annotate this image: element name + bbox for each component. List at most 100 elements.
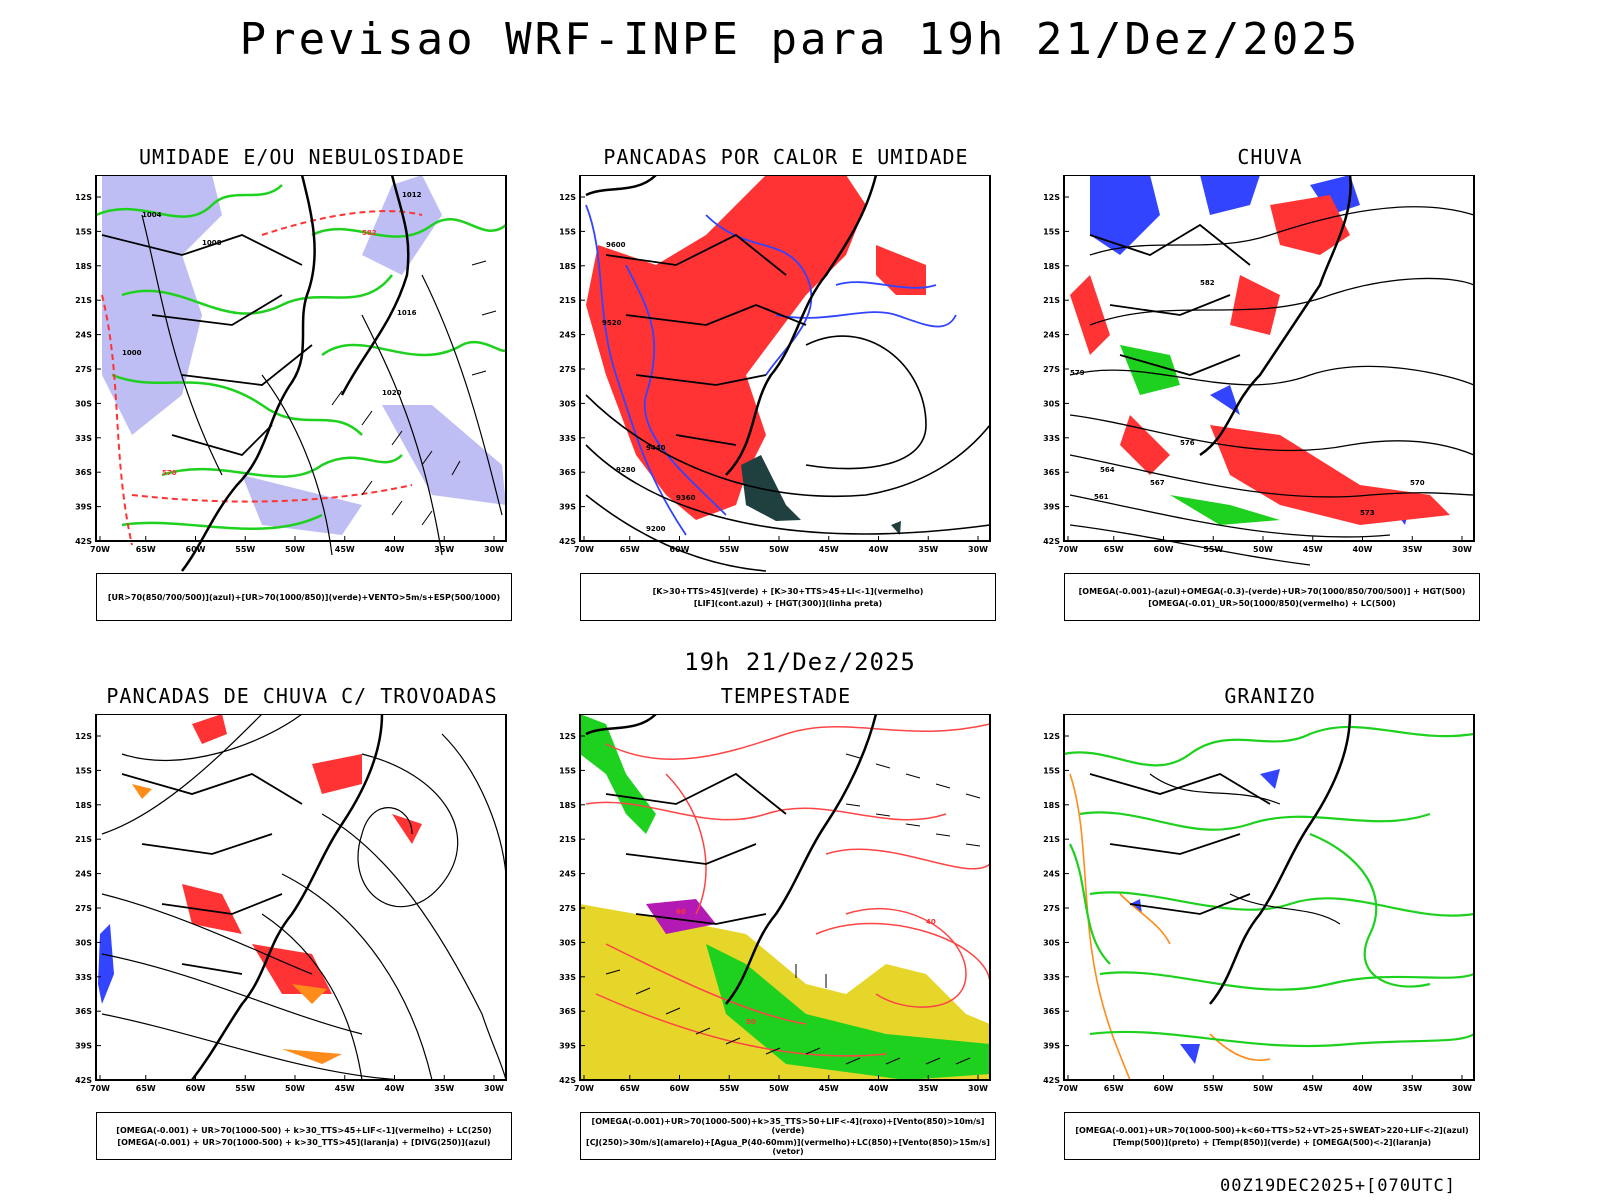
- contour-label: 1016: [397, 309, 417, 317]
- lat-axis: 12S 15S 18S 21S 24S 27S 30S 33S 36S 39S 42S: [75, 732, 101, 1085]
- coastline: [181, 175, 410, 572]
- lon-tick-label: 45W: [819, 545, 839, 554]
- green-contours: [1063, 725, 1475, 1048]
- state-borders: [121, 773, 303, 975]
- lat-tick-label: 42S: [559, 537, 576, 546]
- panel-pancadas-calor: PANCADAS POR CALOR E UMIDADE: [546, 145, 1026, 625]
- lon-tick-label: 40W: [385, 545, 405, 554]
- lat-tick-label: 15S: [1043, 766, 1060, 775]
- lon-tick-label: 60W: [1154, 545, 1174, 554]
- fill-blue: [1130, 769, 1280, 1064]
- panel-title: GRANIZO: [1224, 684, 1316, 708]
- lat-axis: 12S 15S 18S 21S 24S 27S 30S 33S 36S 39S 42S: [559, 732, 585, 1085]
- legend-line: [CJ(250)>30m/s](amarelo)+[Agua_P(40-60mm…: [586, 1137, 990, 1156]
- lon-tick-label: 35W: [918, 1084, 938, 1093]
- lat-tick-label: 24S: [75, 870, 92, 879]
- lon-axis: 70W 65W 60W 55W 50W 45W 40W 35W 30W: [1058, 536, 1472, 554]
- lat-tick-label: 36S: [1043, 468, 1060, 477]
- lat-tick-label: 21S: [75, 835, 92, 844]
- lon-tick-label: 60W: [670, 1084, 690, 1093]
- contour-labels: 40 50 60: [676, 908, 936, 1026]
- hgt-contours: [1069, 206, 1475, 566]
- contour-labels: 9600 9520 9440 9360 9280 9200: [602, 241, 696, 533]
- lat-tick-label: 24S: [559, 870, 576, 879]
- contour-label: 40: [926, 918, 936, 926]
- coastline: [191, 714, 384, 1081]
- lat-tick-label: 39S: [75, 503, 92, 512]
- lat-tick-label: 36S: [1043, 1007, 1060, 1016]
- lat-tick-label: 12S: [1043, 732, 1060, 741]
- lat-tick-label: 36S: [559, 468, 576, 477]
- lat-tick-label: 27S: [75, 365, 92, 374]
- lon-tick-label: 60W: [186, 1084, 206, 1093]
- lat-axis: 12S 15S 18S 21S 24S 27S 30S 33S 36S 39S 42S: [1043, 193, 1069, 546]
- lat-tick-label: 30S: [559, 399, 576, 408]
- lon-tick-label: 55W: [719, 545, 739, 554]
- lat-tick-label: 30S: [75, 399, 92, 408]
- map-pancadas-trovoadas: 12S 15S 18S 21S 24S 27S 30S 33S 36S 39S 42S 70W 65W…: [75, 714, 507, 1093]
- lat-tick-label: 24S: [1043, 331, 1060, 340]
- legend-line: [OMEGA(-0.001)+UR>70(1000-500)+k<60+TTS>…: [1075, 1125, 1469, 1135]
- isobars: [141, 214, 503, 556]
- lat-tick-label: 15S: [75, 227, 92, 236]
- contour-label: 1012: [402, 191, 422, 199]
- legend-line: [OMEGA(-0.001) + UR>70(1000-500) + k>30_…: [116, 1125, 492, 1135]
- contour-label: 576: [1180, 439, 1195, 447]
- lon-tick-label: 30W: [1452, 545, 1472, 554]
- lat-tick-label: 33S: [75, 973, 92, 982]
- state-borders: [1089, 773, 1271, 915]
- contour-label: 570: [162, 469, 177, 477]
- fill-lavender: [102, 175, 506, 535]
- contour-label: 60: [676, 908, 686, 916]
- contour-labels: 582 579 576 573 570 567 564 561: [1070, 279, 1425, 517]
- lon-tick-label: 70W: [1058, 1084, 1078, 1093]
- streamlines: [101, 714, 507, 1081]
- lat-tick-label: 21S: [559, 835, 576, 844]
- lat-tick-label: 39S: [1043, 1042, 1060, 1051]
- contour-label: 9520: [602, 319, 622, 327]
- lat-tick-label: 21S: [559, 296, 576, 305]
- contour-labels: 1004 1008 1012 1016 1020 1000 570 582: [122, 191, 422, 477]
- wind-vectors: [605, 753, 981, 1065]
- lon-tick-label: 40W: [869, 545, 889, 554]
- lat-tick-label: 27S: [559, 904, 576, 913]
- green-contours: [95, 184, 507, 530]
- lon-tick-label: 50W: [769, 545, 789, 554]
- lon-axis: 70W 65W 60W 55W 50W 45W 40W 35W 30W: [90, 536, 504, 554]
- lat-tick-label: 24S: [1043, 870, 1060, 879]
- map-umidade: 1004 1008 1012 1016 1020 1000 570 582 12…: [75, 175, 507, 572]
- fill-blue: [98, 924, 114, 1004]
- lat-tick-label: 18S: [1043, 262, 1060, 271]
- lat-tick-label: 24S: [559, 331, 576, 340]
- lon-axis: 70W 65W 60W 55W 50W 45W 40W 35W 30W: [574, 536, 988, 554]
- legend-line: [UR>70(850/700/500)](azul)+[UR>70(1000/8…: [107, 592, 501, 602]
- lon-tick-label: 45W: [819, 1084, 839, 1093]
- lon-tick-label: 45W: [335, 545, 355, 554]
- hgt-contours: [585, 335, 991, 572]
- lon-tick-label: 30W: [484, 1084, 504, 1093]
- contour-label: 579: [1070, 369, 1085, 377]
- map-granizo: 12S 15S 18S 21S 24S 27S 30S 33S 36S 39S 42S 70W 65W…: [1043, 714, 1475, 1093]
- lat-tick-label: 27S: [1043, 365, 1060, 374]
- lat-tick-label: 39S: [1043, 503, 1060, 512]
- lon-tick-label: 70W: [90, 545, 110, 554]
- lon-tick-label: 35W: [1402, 1084, 1422, 1093]
- legend-box: [OMEGA(-0.001)+UR>70(1000-500)+k<60+TTS>…: [1064, 1112, 1480, 1160]
- lat-tick-label: 39S: [559, 503, 576, 512]
- lat-tick-label: 12S: [1043, 193, 1060, 202]
- lat-tick-label: 18S: [559, 262, 576, 271]
- map-pancadas-calor: 9600 9520 9440 9360 9280 9200 12S 15S 18S 2…: [559, 175, 991, 572]
- lat-tick-label: 42S: [1043, 1076, 1060, 1085]
- contour-label: 9360: [676, 494, 696, 502]
- contour-label: 573: [1360, 509, 1375, 517]
- panel-tempestade: TEMPESTADE: [546, 684, 1026, 1164]
- red-dashed-contours: [101, 210, 423, 546]
- panel-umidade: UMIDADE E/OU NEBULOSIDADE: [62, 145, 542, 625]
- coastline: [1209, 714, 1352, 1005]
- contour-label: 9200: [646, 525, 666, 533]
- lon-tick-label: 65W: [620, 1084, 640, 1093]
- contour-label: 564: [1100, 466, 1115, 474]
- lon-tick-label: 70W: [1058, 545, 1078, 554]
- fill-green: [580, 714, 990, 1080]
- lon-tick-label: 55W: [235, 545, 255, 554]
